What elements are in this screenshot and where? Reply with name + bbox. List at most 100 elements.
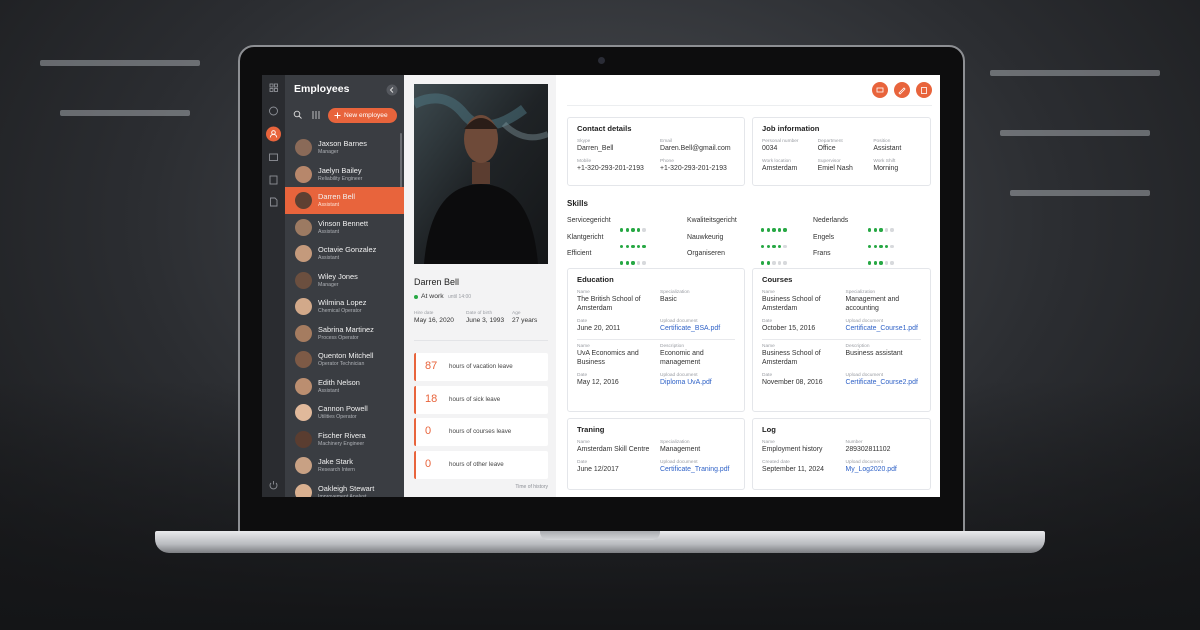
employee-item[interactable]: Jaelyn Bailey Reliability Engineer: [285, 161, 404, 188]
print-button[interactable]: [872, 82, 888, 98]
field: Upload document Certificate_BSA.pdf: [660, 319, 735, 334]
employee-item[interactable]: Cannon Powell Utilities Operator: [285, 399, 404, 426]
document-link[interactable]: Certificate_Course1.pdf: [845, 324, 918, 332]
field-label: Date: [577, 372, 588, 378]
field: Position Assistant: [873, 139, 921, 154]
avatar: [295, 483, 312, 497]
rating-dot: [772, 244, 776, 248]
rating-dot: [884, 244, 889, 248]
employee-name: Octavie Gonzalez: [318, 245, 377, 254]
employee-items: Jaxson Barnes Manager Jaelyn Bailey Reliabi…: [285, 134, 404, 497]
field: Name Business School of Amsterdam: [762, 344, 838, 368]
employee-item[interactable]: Oakleigh Stewart Improvement Analyst: [285, 479, 404, 497]
field-label: Name: [577, 290, 590, 295]
leave-label: hours of courses leave: [449, 428, 512, 436]
employee-item[interactable]: Darren Bell Assistant: [285, 187, 404, 214]
avatar: [295, 139, 312, 156]
collapse-button[interactable]: [386, 84, 398, 96]
ceiling-light: [40, 60, 200, 66]
field-label: Upload document: [660, 459, 698, 465]
log-card: Log Name Employment history Number 289302811…: [752, 418, 931, 490]
employee-role: Assistant: [318, 228, 340, 235]
field: Description Economic and management: [660, 344, 735, 368]
field-value: Business School of Amsterdam: [762, 349, 821, 366]
document-link[interactable]: Certificate_BSA.pdf: [660, 324, 721, 332]
employee-list: Employees New employee Jaxson Barnes Mana…: [285, 75, 404, 497]
fact: Hire date May 16, 2020: [414, 311, 454, 326]
rating-dot: [631, 261, 635, 265]
document-link[interactable]: Diploma UvA.pdf: [660, 378, 712, 386]
field-label: Description: [660, 343, 684, 349]
avatar: [295, 404, 312, 421]
employee-item[interactable]: Edith Nelson Assistant: [285, 373, 404, 400]
field-label: Work location: [762, 158, 791, 164]
icon-briefcase[interactable]: [269, 153, 278, 161]
field-value: June 20, 2011: [577, 324, 621, 332]
list-title: Employees: [294, 83, 350, 95]
avatar: [295, 271, 312, 289]
courses-card: Courses Name Business School of Amsterdam S…: [752, 268, 931, 412]
fact-value: May 16, 2020: [414, 317, 454, 324]
document-link[interactable]: Certificate_Course2.pdf: [845, 378, 918, 386]
employee-item[interactable]: Vinson Bennett Assistant: [285, 214, 404, 241]
rating-dot: [620, 244, 624, 248]
employee-item[interactable]: Quenton Mitchell Operator Technician: [285, 346, 404, 373]
field: Upload document Certificate_Traning.pdf: [660, 460, 735, 475]
rating-dot: [873, 228, 877, 232]
field: Name Employment history: [762, 440, 838, 455]
field-label: Upload document: [845, 459, 884, 465]
field-label: Upload document: [845, 372, 884, 378]
employee-item[interactable]: Octavie Gonzalez Assistant: [285, 240, 404, 267]
document-link[interactable]: Certificate_Traning.pdf: [660, 465, 730, 473]
field-label: Email: [660, 139, 672, 144]
field-label: Date: [577, 318, 588, 324]
card-title: Contact details: [577, 124, 632, 133]
field-label: Number: [845, 440, 863, 445]
employee-item[interactable]: Jake Stark Research Intern: [285, 452, 404, 479]
skill-name: Organiseren: [687, 250, 725, 257]
search-filter-icons[interactable]: [293, 110, 323, 120]
entry-divider: [762, 338, 921, 340]
field-label: Specialization: [660, 440, 690, 445]
new-employee-button[interactable]: New employee: [328, 108, 397, 123]
icon-document[interactable]: [270, 197, 278, 207]
field-value: Emiel Nash: [817, 164, 853, 172]
delete-button[interactable]: [916, 82, 932, 98]
employee-role: Research Intern: [318, 467, 355, 473]
field-value: 289302811102: [845, 446, 891, 453]
card-entry: Name Business School of Amsterdam Speciali…: [762, 290, 921, 334]
employee-item[interactable]: Sabrina Martinez Process Operator: [285, 320, 404, 347]
employee-item[interactable]: Jaxson Barnes Manager: [285, 134, 404, 161]
card-title: Traning: [577, 425, 605, 434]
field-value: June 12/2017: [577, 465, 619, 473]
field: Work Shift Morning: [873, 159, 921, 174]
field: Skype Darren_Bell: [577, 139, 652, 154]
document-link[interactable]: My_Log2020.pdf: [845, 465, 897, 473]
icon-grid[interactable]: [269, 83, 274, 88]
employee-role: Machinery Engineer: [318, 440, 365, 447]
info-cards: Contact details Skype Darren_Bell Email Dare…: [556, 75, 940, 497]
employee-role: Manager: [318, 281, 339, 288]
rating-dot: [777, 244, 782, 248]
employee-item[interactable]: Wilmina Lopez Chemical Operator: [285, 293, 404, 320]
training-card: Traning Name Amsterdam Skill Centre Special…: [567, 418, 745, 490]
icon-power[interactable]: [269, 481, 278, 490]
leave-hours: 18: [425, 392, 438, 405]
field: Number 289302811102: [846, 440, 922, 455]
edit-button[interactable]: [894, 82, 910, 98]
field-label: Supervisor: [817, 158, 841, 164]
employee-item[interactable]: Wiley Jones Manager: [285, 267, 404, 294]
field-value: Management: [660, 446, 701, 453]
icon-clipboard[interactable]: [269, 175, 278, 185]
icon-clock[interactable]: [269, 106, 278, 116]
leave-hours: 87: [425, 360, 438, 372]
field: Specialization Management and accounting: [846, 290, 922, 314]
field-value: November 08, 2016: [762, 378, 823, 386]
rating-dot: [879, 244, 883, 248]
scrollbar: [400, 133, 402, 193]
field-value: +1-320-293-201-2193: [660, 164, 727, 172]
history-link[interactable]: Time of history: [515, 484, 548, 490]
field-label: Specialization: [845, 290, 876, 295]
employee-item[interactable]: Fischer Rivera Machinery Engineer: [285, 426, 404, 453]
ceiling-light: [1000, 130, 1150, 136]
